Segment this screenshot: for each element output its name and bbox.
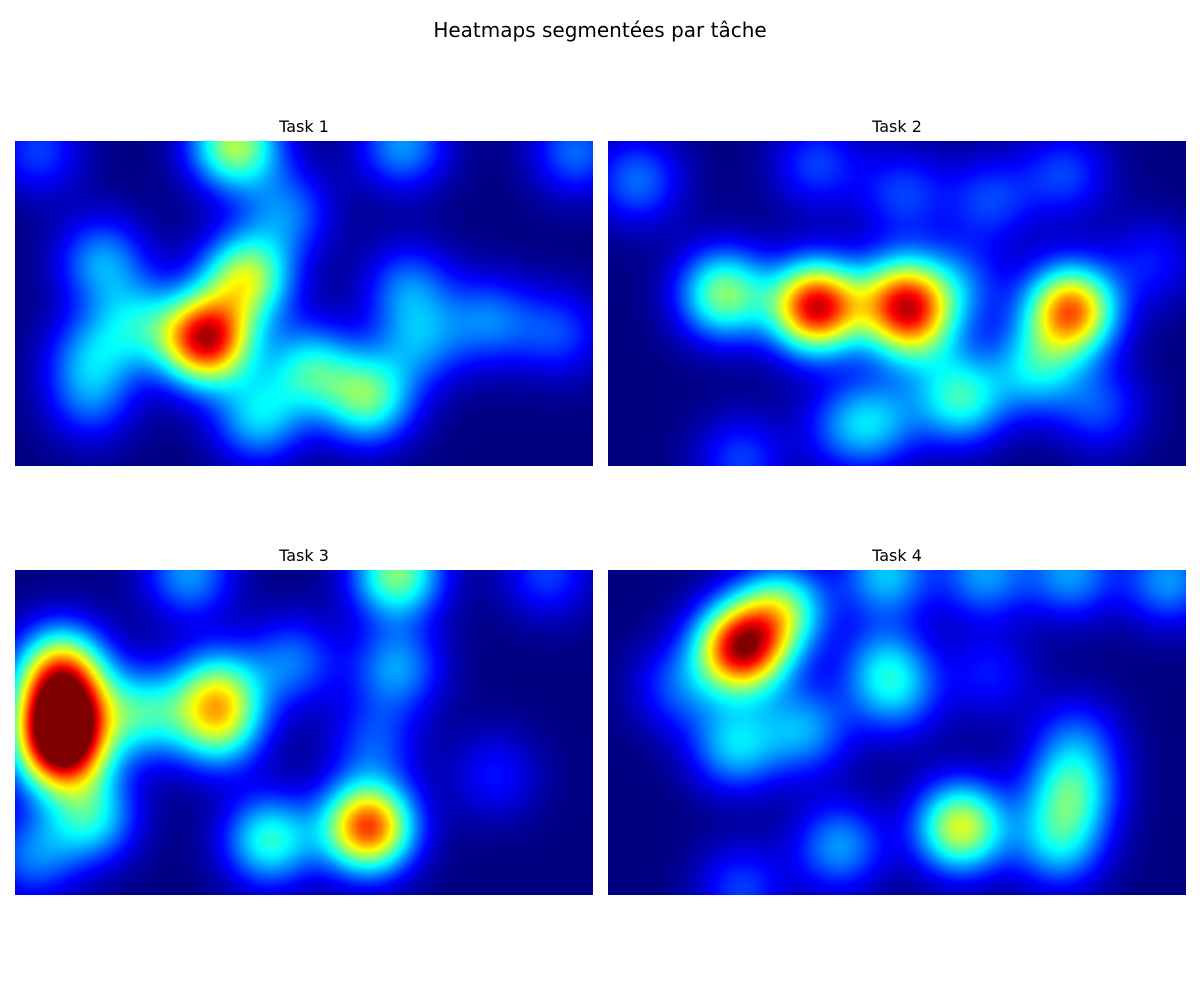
heatmap-title: Task 4	[872, 546, 922, 565]
heatmap-canvas-task-4	[608, 570, 1186, 895]
heatmap-title: Task 3	[279, 546, 329, 565]
heatmap-panel-task-3: Task 3	[15, 545, 593, 895]
heatmap-panel-task-2: Task 2	[608, 116, 1186, 466]
heatmap-canvas-task-3	[15, 570, 593, 895]
heatmap-canvas-task-1	[15, 141, 593, 466]
heatmap-title: Task 2	[872, 117, 922, 136]
heatmap-canvas-task-2	[608, 141, 1186, 466]
heatmap-title: Task 1	[279, 117, 329, 136]
heatmap-panel-task-1: Task 1	[15, 116, 593, 466]
heatmap-panel-task-4: Task 4	[608, 545, 1186, 895]
figure-title: Heatmaps segmentées par tâche	[433, 18, 767, 42]
